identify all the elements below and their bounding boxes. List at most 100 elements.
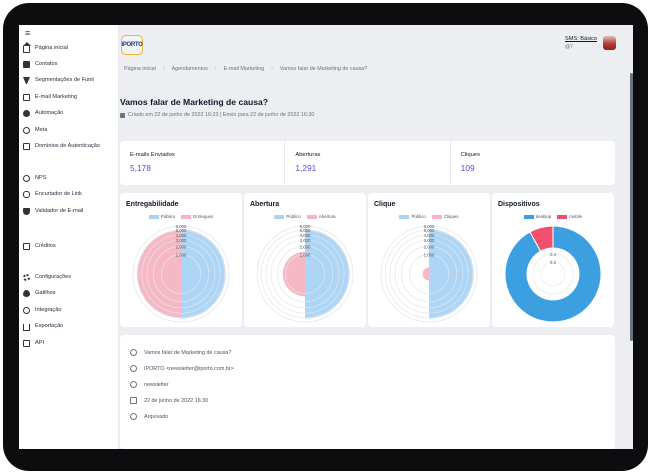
- tick-label: 0.4: [550, 252, 557, 257]
- sidebar-item-export[interactable]: Exportação: [19, 319, 119, 333]
- stat-value: 109: [460, 163, 475, 173]
- legend-item[interactable]: Entregues: [181, 214, 213, 219]
- sidebar-item-link-shortener[interactable]: Encurtador de Link: [19, 187, 119, 201]
- sidebar-item-contacts[interactable]: Contatos: [19, 57, 119, 71]
- calendar-icon: [120, 112, 125, 118]
- grid-circle: [540, 261, 566, 287]
- api-icon: [23, 339, 30, 347]
- sidebar-item-home[interactable]: Página inicial: [19, 41, 119, 55]
- grid-circle: [394, 239, 464, 309]
- sidebar-item-credits[interactable]: Créditos: [19, 239, 119, 253]
- chart-slice-abertura: [282, 251, 305, 297]
- tick-label: 6,000: [176, 224, 187, 229]
- breadcrumb-item[interactable]: Página inicial: [124, 66, 156, 72]
- gear-icon: [23, 273, 30, 281]
- tick-label: 0.2: [550, 260, 557, 265]
- info-date: 22 de junho de 2022 16:30: [130, 397, 208, 404]
- sidebar-item-label: Página inicial: [35, 45, 68, 51]
- tick-label: 2,000: [300, 244, 311, 249]
- legend-item[interactable]: Abertura: [306, 214, 336, 219]
- domain-icon: [23, 142, 30, 150]
- sidebar-item-funnel[interactable]: Segmentações de Funil: [19, 73, 119, 87]
- shield-icon: [23, 207, 30, 215]
- scrollbar[interactable]: [630, 73, 633, 341]
- trigger-icon: [23, 289, 30, 297]
- chart-legend: Público Cliques: [368, 214, 490, 219]
- screen: ≡ Página inicial Contatos Segmentações d…: [19, 25, 633, 449]
- chart-canvas: 0.4 0.2: [504, 225, 602, 323]
- tick-label: 4,000: [424, 233, 435, 238]
- sidebar-item-api[interactable]: API: [19, 336, 119, 350]
- info-text: Arquivado: [144, 413, 169, 420]
- grid-circle: [532, 253, 574, 295]
- legend-label: Público: [286, 214, 301, 219]
- grid-circle: [256, 225, 354, 323]
- sidebar-item-label: Configurações: [35, 274, 72, 280]
- chart-card-clicks: Clique Público Cliques 6,000 5,000 4,000 3,…: [368, 193, 490, 327]
- breadcrumb-item[interactable]: Agendamentos: [171, 66, 208, 72]
- legend-label: Entregues: [193, 214, 214, 219]
- legend-swatch: [274, 214, 285, 219]
- legend-swatch: [306, 214, 317, 219]
- chart-legend: desktop mobile: [492, 214, 614, 219]
- info-subject: Vamos falar de Marketing de causa?: [130, 349, 231, 356]
- info-text: 22 de junho de 2022 16:30: [144, 397, 209, 404]
- grid-circle: [276, 245, 334, 303]
- sidebar-item-automation[interactable]: Automação: [19, 106, 119, 120]
- legend-item[interactable]: Público: [274, 214, 301, 219]
- grid-circle: [161, 254, 201, 294]
- legend-item[interactable]: desktop: [523, 214, 551, 219]
- grid-circle: [132, 225, 230, 323]
- sidebar-item-label: Gatilhos: [35, 290, 56, 296]
- subject-icon: [130, 349, 137, 356]
- chevron-right-icon: ›: [162, 66, 165, 72]
- chart-card-deliverability: Entregabilidade Público Entregues 6,000 5…: [120, 193, 242, 327]
- chart-card-devices: Dispositivos desktop mobile 0.4 0.2: [492, 193, 614, 327]
- grid-circle: [384, 229, 474, 319]
- chart-card-opens: Abertura Público Abertura 6,000 5,000 4,00…: [244, 193, 366, 327]
- stat-opens: Aberturas 1,291: [285, 141, 451, 185]
- donut-slice-desktop: [504, 225, 602, 323]
- sidebar-item-label: Créditos: [35, 243, 56, 249]
- sidebar-item-meta[interactable]: Meta: [19, 123, 119, 137]
- chart-title: Entregabilidade: [126, 201, 179, 208]
- menu-icon[interactable]: ≡: [25, 28, 31, 38]
- sidebar-item-nps[interactable]: NPS: [19, 171, 119, 185]
- plan-link[interactable]: SMS: Básico: [565, 36, 598, 42]
- credits-icon: [23, 242, 30, 250]
- legend-swatch: [181, 214, 192, 219]
- chart-slice-cliques: [422, 267, 429, 281]
- sidebar-item-domains[interactable]: Domínios de Autenticação: [19, 139, 119, 153]
- logo[interactable]: iPORTO: [120, 35, 144, 55]
- breadcrumb-item[interactable]: E-mail Marketing: [223, 66, 265, 72]
- home-icon: [22, 41, 31, 53]
- campaign-info-card: Vamos falar de Marketing de causa? IPORT…: [120, 335, 615, 449]
- legend-swatch: [148, 214, 159, 219]
- sidebar-item-label: E-mail Marketing: [35, 94, 77, 100]
- sidebar-item-label: Segmentações de Funil: [35, 77, 94, 83]
- tag-icon: [130, 381, 137, 388]
- legend-item[interactable]: Público: [399, 214, 426, 219]
- target-icon: [23, 126, 30, 134]
- legend-item[interactable]: Cliques: [431, 214, 459, 219]
- tick-label: 3,000: [300, 238, 311, 243]
- legend-item[interactable]: mobile: [557, 214, 582, 219]
- sidebar-item-integration[interactable]: Integração: [19, 303, 119, 317]
- info-tag: newsletter: [130, 381, 169, 388]
- legend-item[interactable]: Público: [148, 214, 175, 219]
- sidebar-item-settings[interactable]: Configurações: [19, 270, 119, 284]
- chart-slice-público: [181, 229, 226, 319]
- sidebar-item-email-validator[interactable]: Validador de E-mail: [19, 204, 119, 218]
- avatar[interactable]: [603, 36, 616, 50]
- logo-text: iPORTO: [121, 42, 143, 48]
- stat-value: 1,291: [295, 163, 317, 173]
- automation-icon: [23, 109, 30, 117]
- legend-swatch: [399, 214, 410, 219]
- plan-subtext: @7: [565, 44, 573, 50]
- grid-circle: [141, 234, 221, 314]
- nps-icon: [23, 174, 30, 182]
- legend-swatch: [431, 214, 442, 219]
- tick-label: 6,000: [424, 224, 435, 229]
- sidebar-item-triggers[interactable]: Gatilhos: [19, 286, 119, 300]
- sidebar-item-email-marketing[interactable]: E-mail Marketing: [19, 90, 119, 104]
